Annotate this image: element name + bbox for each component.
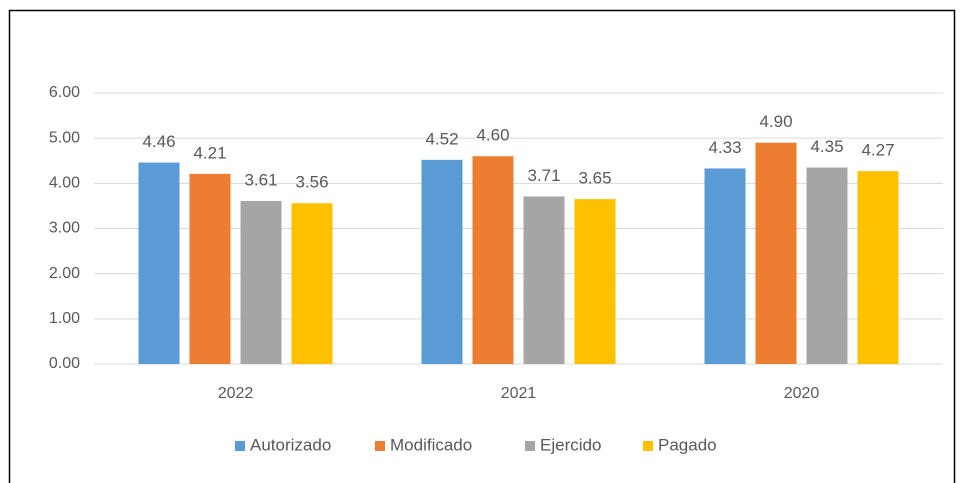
data-label: 3.56 [295, 173, 328, 192]
bar [857, 171, 899, 364]
data-label: 4.33 [708, 138, 741, 157]
bar [574, 199, 616, 364]
legend-label: Pagado [658, 435, 717, 454]
data-label: 3.61 [244, 170, 277, 189]
bar [806, 167, 848, 364]
legend-swatch [643, 441, 653, 451]
y-tick-label: 0.00 [49, 355, 80, 372]
bar [189, 173, 231, 364]
data-label: 4.60 [476, 126, 509, 145]
bar [421, 159, 463, 364]
y-tick-label: 4.00 [49, 175, 80, 192]
y-tick-label: 2.00 [49, 265, 80, 282]
bar [291, 203, 333, 364]
data-label: 4.46 [142, 132, 175, 151]
bar [704, 168, 746, 364]
data-label: 4.52 [425, 129, 458, 148]
y-tick-label: 5.00 [49, 129, 80, 146]
x-tick-label: 2020 [784, 385, 820, 402]
bar [472, 156, 514, 364]
data-label: 4.90 [759, 112, 792, 131]
data-label: 3.65 [578, 169, 611, 188]
data-label: 3.71 [527, 166, 560, 185]
y-tick-label: 3.00 [49, 220, 80, 237]
legend-swatch [375, 441, 385, 451]
y-tick-label: 1.00 [49, 310, 80, 327]
legend-label: Modificado [390, 435, 472, 454]
bar [138, 162, 180, 364]
x-tick-label: 2021 [501, 385, 537, 402]
x-tick-label: 2022 [218, 385, 254, 402]
data-label: 4.35 [810, 137, 843, 156]
data-label: 4.21 [193, 143, 226, 162]
data-label: 4.27 [861, 141, 894, 160]
legend-label: Autorizado [250, 435, 331, 454]
legend-swatch [525, 441, 535, 451]
bar [240, 200, 282, 364]
legend-swatch [235, 441, 245, 451]
bar [523, 196, 565, 364]
legend-label: Ejercido [540, 435, 601, 454]
y-tick-label: 6.00 [49, 84, 80, 101]
bar [755, 142, 797, 364]
